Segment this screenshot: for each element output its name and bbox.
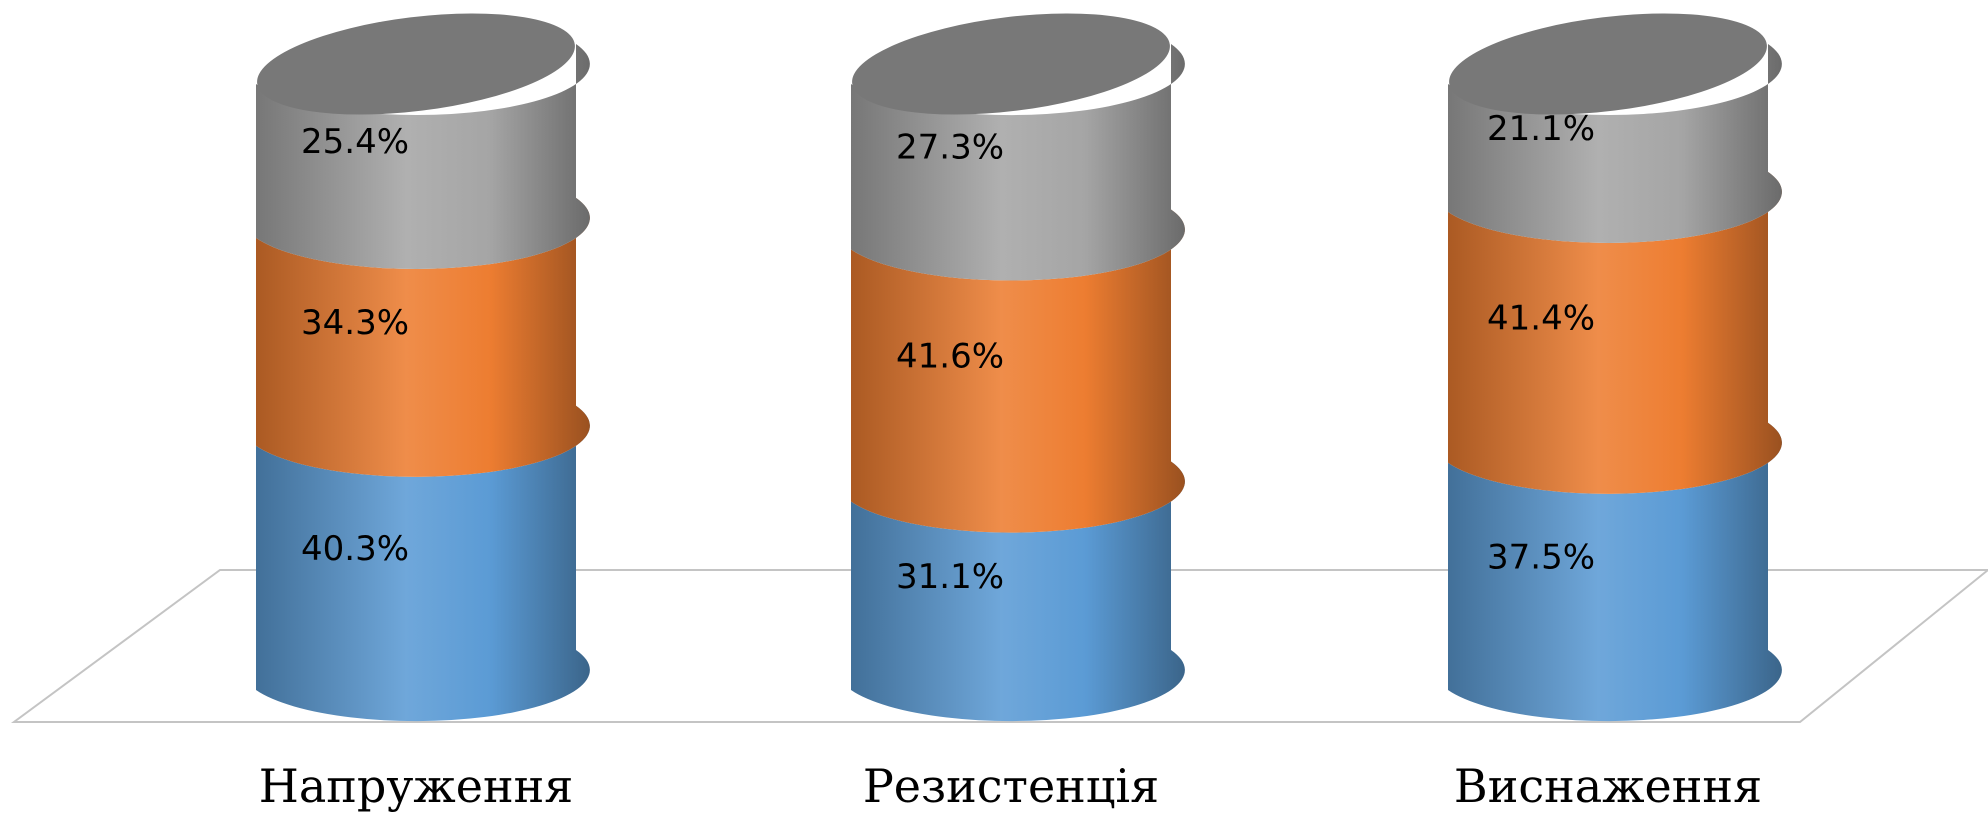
data-label: 37.5% (1487, 537, 1595, 577)
bar-top-cap (852, 13, 1170, 115)
category-label: Виснаження (1454, 759, 1762, 813)
bar-segment (1448, 171, 1782, 494)
bars-group: 40.3% 34.3% 25.4% 31.1% 41.6% 27.3% 37.5% 41.4%… (256, 13, 1782, 722)
bar-segment (256, 44, 590, 269)
chart-floor (10, 569, 1988, 723)
category-label: Напруження (259, 759, 574, 813)
bar-stack-2: 37.5% 41.4% 21.1% (1448, 13, 1782, 722)
data-label: 27.3% (896, 128, 1004, 168)
data-label: 41.6% (896, 336, 1004, 376)
data-label: 40.3% (301, 529, 409, 569)
bar-top-cap (1449, 13, 1767, 115)
data-label: 21.1% (1487, 109, 1595, 149)
bar-segment (851, 461, 1185, 722)
category-labels: Напруження Резистенція Виснаження (259, 759, 1762, 813)
bar-segment (1448, 422, 1782, 722)
bar-top-cap (257, 13, 575, 115)
data-label: 41.4% (1487, 298, 1595, 338)
data-label: 25.4% (301, 122, 409, 162)
data-label: 31.1% (896, 557, 1004, 597)
data-label: 34.3% (301, 303, 409, 343)
bar-stack-1: 31.1% 41.6% 27.3% (851, 13, 1185, 722)
bar-segment (256, 405, 590, 722)
bar-segment (1448, 44, 1782, 243)
bar-segment (851, 44, 1185, 281)
bar-segment (256, 197, 590, 477)
bar-segment (851, 209, 1185, 533)
category-label: Резистенція (863, 759, 1159, 813)
bar-stack-0: 40.3% 34.3% 25.4% (256, 13, 590, 722)
